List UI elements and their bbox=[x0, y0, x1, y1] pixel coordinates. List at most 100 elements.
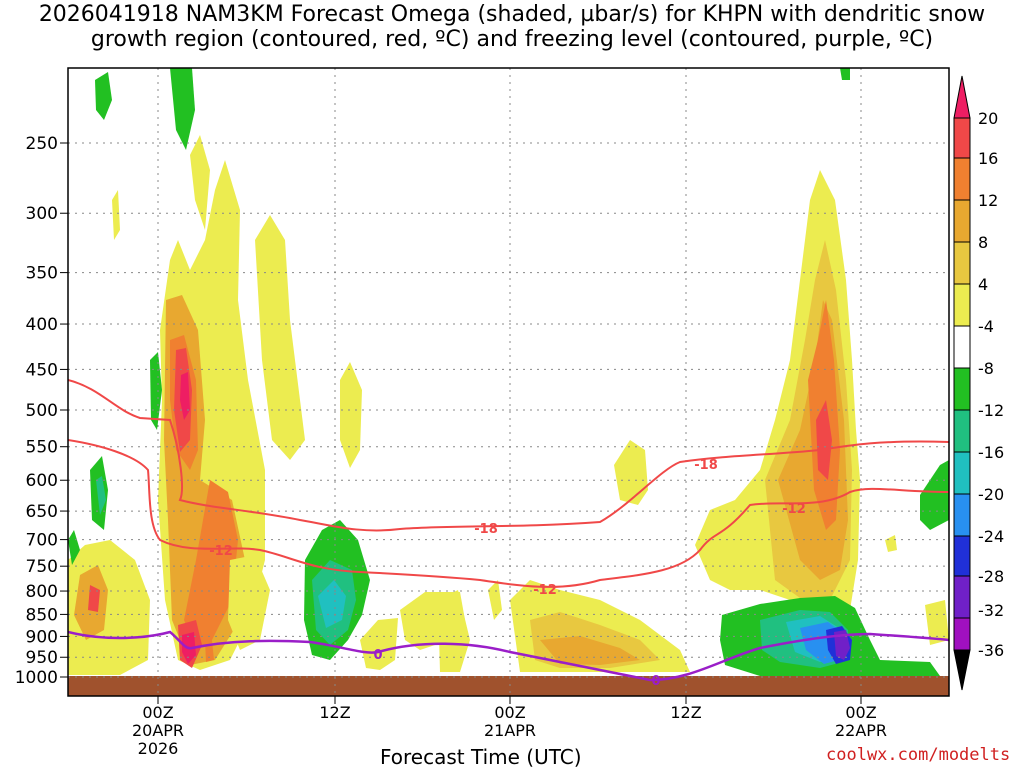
dgz-label: -18 bbox=[474, 522, 498, 537]
x-tick-label: 2026 bbox=[138, 739, 179, 758]
omega-shade-region bbox=[840, 68, 850, 80]
x-axis-label: Forecast Time (UTC) bbox=[380, 745, 582, 769]
colorbar-label: 20 bbox=[978, 109, 998, 128]
title-line-1: 2026041918 NAM3KM Forecast Omega (shaded… bbox=[38, 2, 986, 27]
x-tick-label: 00Z bbox=[494, 703, 525, 722]
colorbar-label: 8 bbox=[978, 233, 988, 252]
y-tick-label: 700 bbox=[26, 531, 58, 551]
colorbar-segment bbox=[953, 283, 971, 327]
y-tick-label: 800 bbox=[26, 582, 58, 602]
dgz-label: -12 bbox=[782, 502, 806, 517]
omega-shade-region bbox=[96, 476, 106, 515]
contour-lines: -18 -12 -18 -12 -12 0 0 bbox=[68, 379, 949, 689]
chart-title: 2026041918 NAM3KM Forecast Omega (shaded… bbox=[0, 2, 1024, 52]
dgz-label: -12 bbox=[209, 544, 233, 559]
x-tick-label: 12Z bbox=[670, 703, 701, 722]
freezing-label: 0 bbox=[373, 648, 382, 663]
y-tick-label: 550 bbox=[26, 438, 58, 458]
colorbar-segment bbox=[953, 535, 971, 577]
y-tick-label: 750 bbox=[26, 557, 58, 577]
colorbar-segment bbox=[953, 325, 971, 369]
omega-colorbar: 20 16 12 8 4 -4 -8 -12 -16 -20 -24 -28 -32 -36 bbox=[953, 75, 1004, 691]
x-tick-label: 12Z bbox=[319, 703, 350, 722]
omega-shade-region bbox=[318, 580, 346, 628]
colorbar-label: -24 bbox=[978, 527, 1004, 546]
colorbar-segment bbox=[953, 367, 971, 411]
colorbar-top-arrow bbox=[953, 75, 971, 119]
colorbar-segment bbox=[953, 451, 971, 495]
omega-shade-region bbox=[190, 135, 210, 230]
colorbar-label: 12 bbox=[978, 191, 998, 210]
colorbar-segment bbox=[953, 617, 971, 651]
x-tick-label: 00Z bbox=[142, 703, 173, 722]
omega-shade-region bbox=[228, 555, 270, 650]
omega-shade-region bbox=[834, 630, 850, 660]
y-tick-label: 900 bbox=[26, 627, 58, 647]
pressure-axis: 2503003504004505005506006507007508008509… bbox=[15, 134, 68, 688]
omega-shade-region bbox=[920, 460, 949, 530]
y-tick-label: 400 bbox=[26, 315, 58, 335]
omega-shade-region bbox=[340, 362, 362, 468]
colorbar-segment bbox=[953, 575, 971, 619]
y-tick-label: 450 bbox=[26, 360, 58, 380]
omega-shade-region bbox=[255, 215, 305, 460]
colorbar-segment bbox=[953, 117, 971, 159]
omega-shade-region bbox=[68, 530, 80, 565]
colorbar-label: -36 bbox=[978, 641, 1004, 660]
title-line-2: growth region (contoured, red, ºC) and f… bbox=[90, 27, 934, 52]
omega-shade-region bbox=[184, 480, 238, 650]
y-tick-label: 950 bbox=[26, 648, 58, 668]
freezing-level-contour bbox=[68, 630, 949, 682]
colorbar-label: -28 bbox=[978, 567, 1004, 586]
y-tick-label: 250 bbox=[26, 134, 58, 154]
omega-shade-region bbox=[816, 400, 832, 480]
y-tick-label: 300 bbox=[26, 204, 58, 224]
plot-frame bbox=[67, 67, 950, 697]
y-tick-label: 650 bbox=[26, 502, 58, 522]
colorbar-label: -8 bbox=[978, 359, 994, 378]
omega-shade-region bbox=[614, 440, 648, 505]
colorbar-label: -4 bbox=[978, 317, 994, 336]
dgz-label: -12 bbox=[533, 583, 557, 598]
y-tick-label: 1000 bbox=[15, 668, 58, 688]
colorbar-segment bbox=[953, 409, 971, 453]
omega-shade-region bbox=[488, 580, 502, 620]
omega-shade-region bbox=[88, 585, 100, 612]
colorbar-segment bbox=[953, 241, 971, 285]
colorbar-segment bbox=[953, 157, 971, 201]
colorbar-label: 4 bbox=[978, 275, 988, 294]
colorbar-label: -20 bbox=[978, 485, 1004, 504]
colorbar-label: 16 bbox=[978, 149, 998, 168]
y-tick-label: 350 bbox=[26, 264, 58, 284]
omega-shade-region bbox=[112, 190, 120, 240]
freezing-label: 0 bbox=[651, 674, 660, 689]
ground-surface bbox=[68, 676, 949, 696]
dgz-contour-18 bbox=[68, 379, 949, 532]
x-tick-label: 22APR bbox=[835, 721, 887, 740]
omega-shade-region bbox=[925, 600, 949, 645]
colorbar-label: -16 bbox=[978, 443, 1004, 462]
dgz-contour-12 bbox=[68, 439, 949, 588]
omega-shade-region bbox=[170, 68, 195, 150]
colorbar-segment bbox=[953, 199, 971, 243]
x-tick-label: 20APR bbox=[132, 721, 184, 740]
omega-shade-region bbox=[885, 535, 897, 552]
colorbar-label: -32 bbox=[978, 601, 1004, 620]
dgz-label: -18 bbox=[694, 458, 718, 473]
y-tick-label: 600 bbox=[26, 471, 58, 491]
omega-shading bbox=[68, 68, 949, 676]
omega-shade-region bbox=[540, 636, 640, 665]
x-tick-label: 21APR bbox=[484, 721, 536, 740]
omega-shade-region bbox=[95, 72, 112, 120]
colorbar-bottom-arrow bbox=[953, 649, 971, 691]
y-tick-label: 850 bbox=[26, 605, 58, 625]
credit-link[interactable]: coolwx.com/modelts bbox=[826, 745, 1011, 765]
x-tick-label: 00Z bbox=[845, 703, 876, 722]
colorbar-segment bbox=[953, 493, 971, 537]
y-tick-label: 500 bbox=[26, 401, 58, 421]
omega-shade-region bbox=[438, 590, 470, 672]
colorbar-label: -12 bbox=[978, 401, 1004, 420]
omega-shade-region bbox=[180, 372, 190, 420]
